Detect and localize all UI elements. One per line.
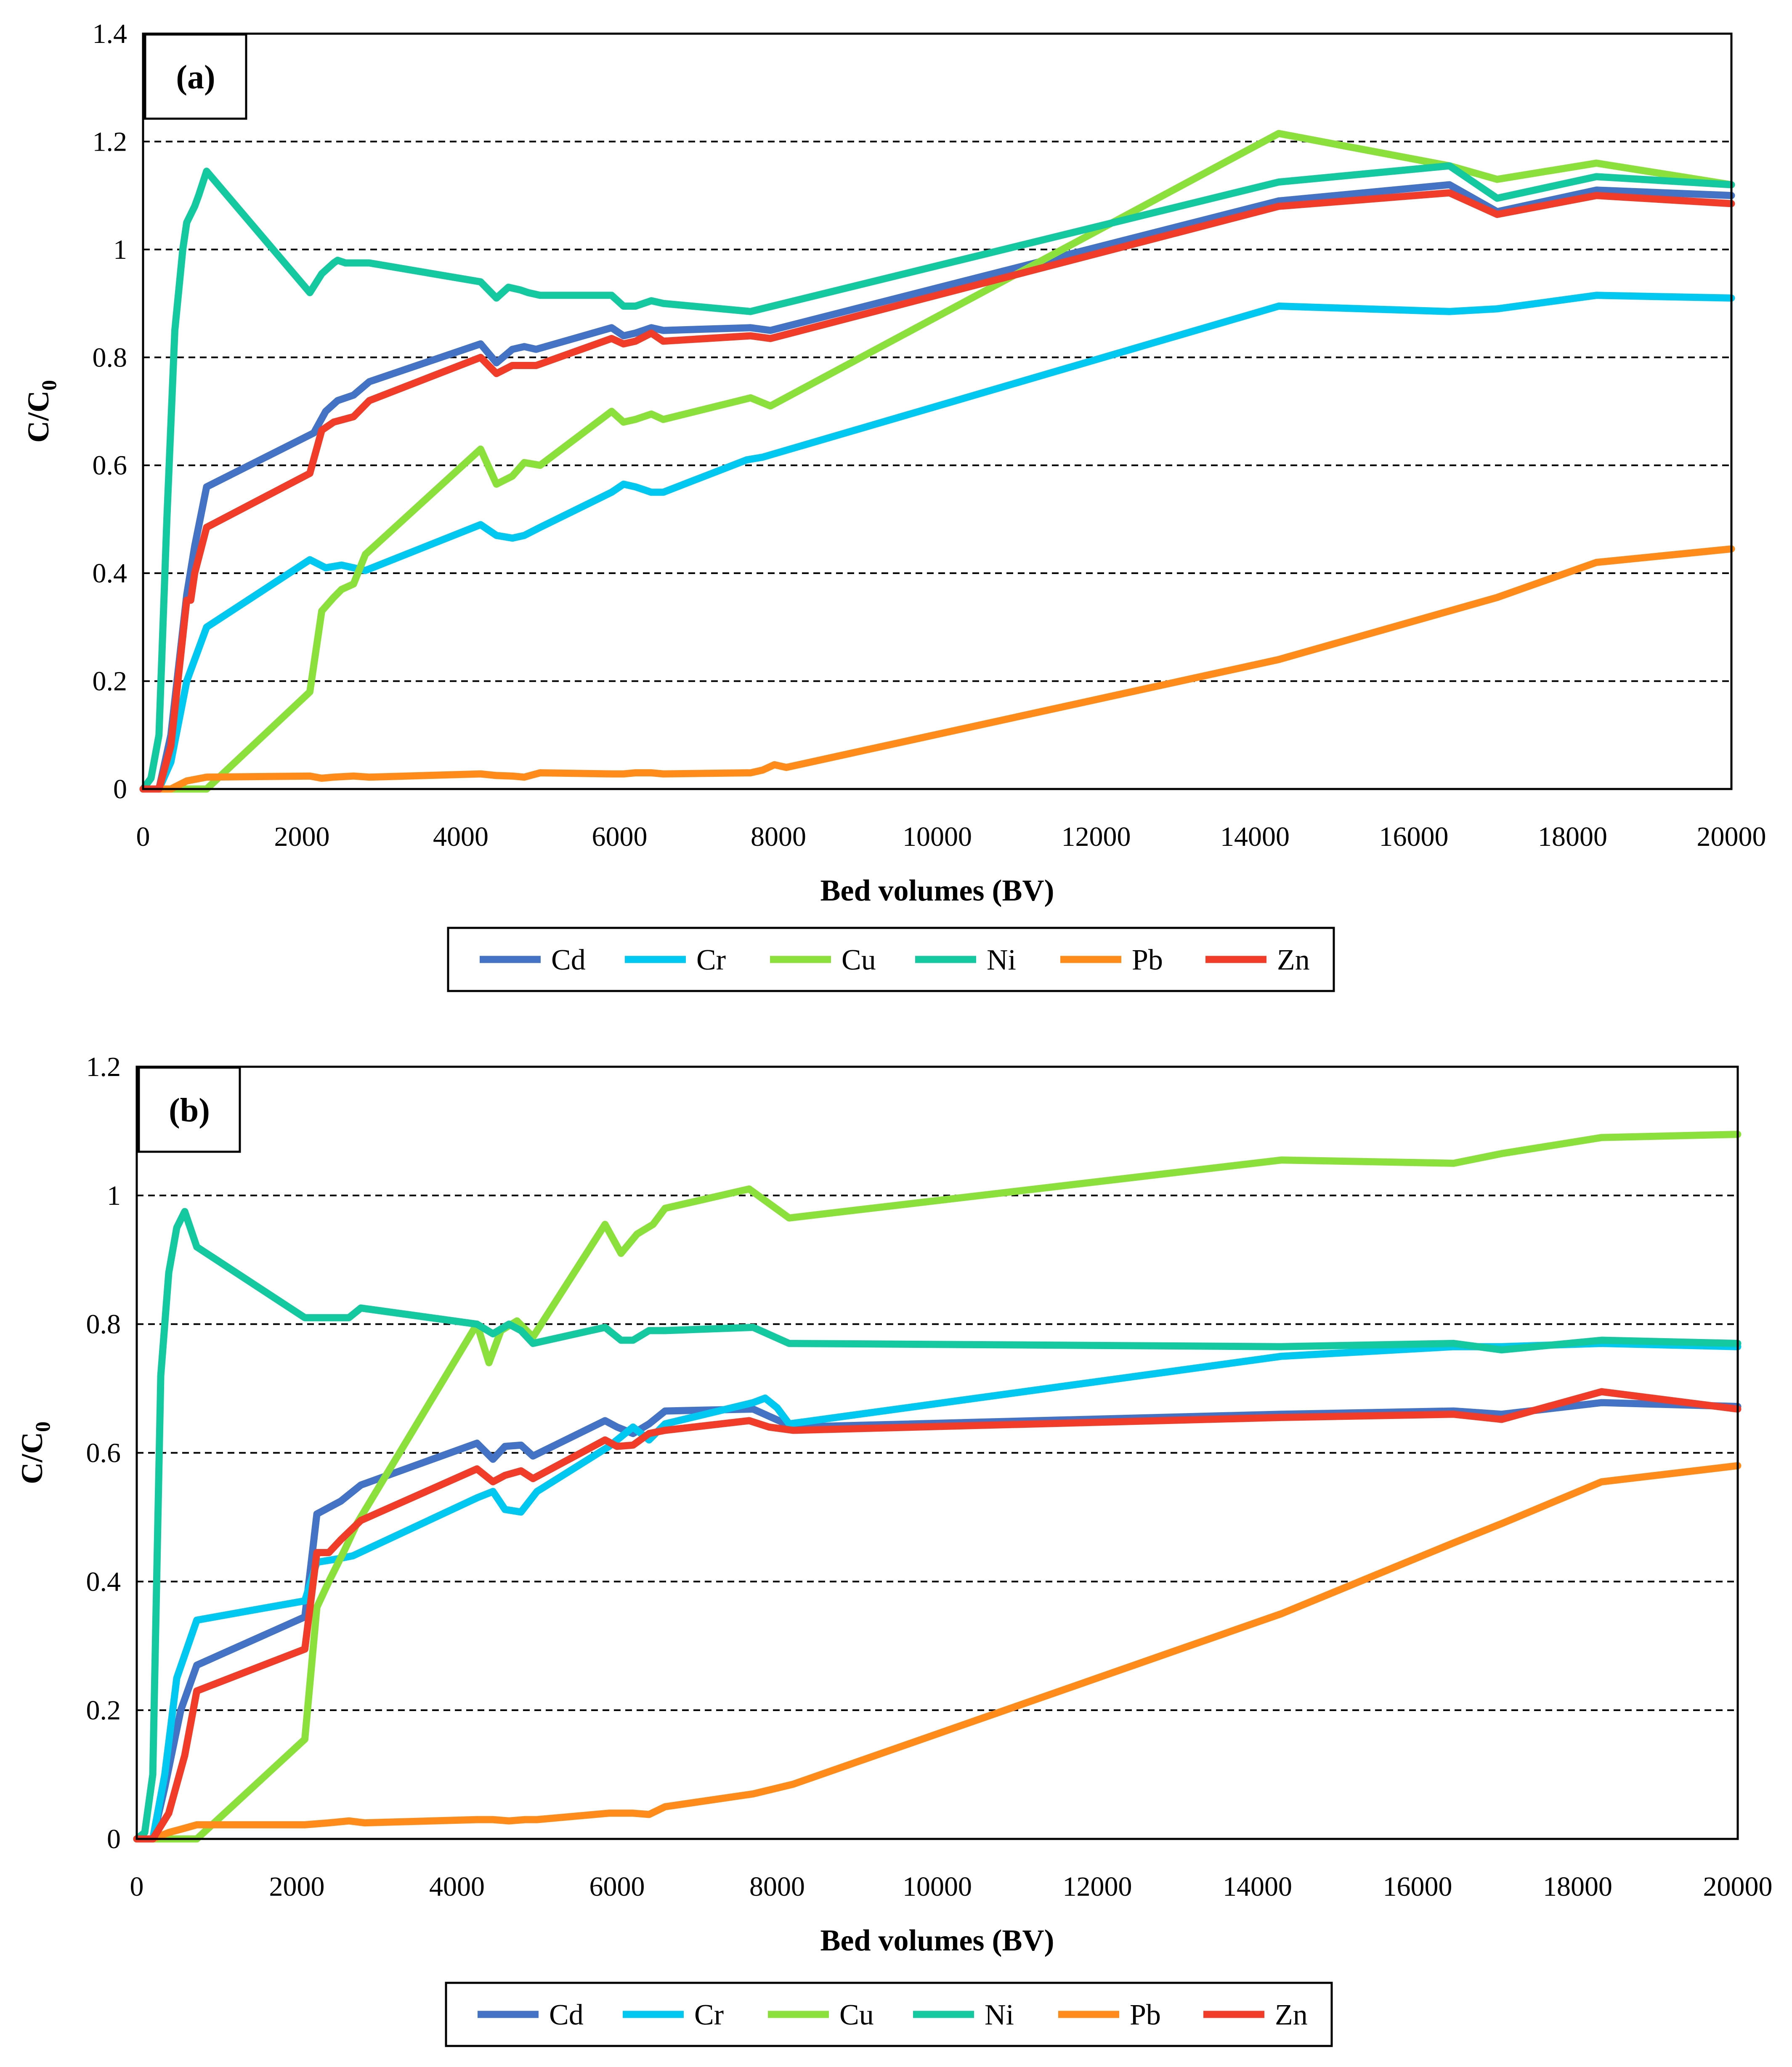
- y-tick-label: 0.6: [86, 1438, 121, 1469]
- x-axis-title: Bed volumes (BV): [820, 874, 1054, 907]
- y-tick-label: 0.2: [93, 666, 127, 697]
- x-tick-label: 12000: [1063, 1871, 1132, 1902]
- y-tick-label: 0.4: [86, 1566, 121, 1597]
- series-line-ni: [133, 1208, 1742, 1843]
- y-axis-title: C/C0: [21, 380, 61, 443]
- legend-label-zn: Zn: [1277, 944, 1310, 976]
- legend-label-ni: Ni: [985, 1999, 1014, 2031]
- y-tick-label: 1.2: [93, 126, 127, 157]
- x-tick-label: 10000: [903, 1871, 972, 1902]
- series-line-cu: [139, 130, 1735, 793]
- series-line-cd: [133, 1399, 1742, 1843]
- series-line-cd: [139, 181, 1735, 793]
- series-line-pb: [139, 545, 1735, 793]
- series-line-zn: [133, 1388, 1742, 1843]
- series-line-cr: [139, 292, 1735, 793]
- y-axis-title-subscript: 0: [31, 1421, 54, 1432]
- y-tick-label: 0.6: [93, 450, 127, 481]
- legend-label-cr: Cr: [696, 944, 726, 976]
- y-tick-label: 1.2: [86, 1052, 121, 1082]
- y-tick-label: 0: [107, 1824, 121, 1854]
- plot-area-border: [135, 1065, 1739, 1840]
- chart-panel-a: 0 0.2 0.4 0.6 0.8 1 1.2 1.4 0 2000 4000 6000 8000 100…: [21, 19, 1766, 992]
- panel-label: (b): [169, 1092, 210, 1129]
- legend: Cd Cr Cu Ni Pb Zn: [447, 927, 1335, 992]
- legend-label-cd: Cd: [551, 944, 586, 976]
- legend-label-cd: Cd: [549, 1999, 584, 2031]
- legend-label-pb: Pb: [1130, 1999, 1161, 2031]
- x-tick-label: 8000: [751, 821, 806, 852]
- x-axis-title: Bed volumes (BV): [820, 1924, 1054, 1957]
- y-axis-title-main: C/C: [21, 391, 55, 443]
- y-tick-label: 0.2: [86, 1695, 121, 1726]
- chart-panel-b: 0 0.2 0.4 0.6 0.8 1 1.2 0 2000 4000 6000 8000 10000 1…: [15, 1052, 1773, 2047]
- legend-box: [447, 927, 1335, 992]
- x-tick-label: 10000: [903, 821, 972, 852]
- series-line-pb: [133, 1462, 1742, 1843]
- series-line-cr: [133, 1340, 1742, 1843]
- legend-label-pb: Pb: [1132, 944, 1163, 976]
- x-tick-label: 6000: [589, 1871, 645, 1902]
- legend-label-cr: Cr: [694, 1999, 724, 2031]
- y-tick-label: 1.4: [93, 19, 127, 49]
- x-tick-label: 2000: [274, 821, 330, 852]
- legend-label-cu: Cu: [842, 944, 876, 976]
- legend-box: [445, 1982, 1333, 2047]
- panel-label-box: [144, 33, 247, 120]
- x-tick-label: 0: [136, 821, 150, 852]
- panel-label-box: [138, 1066, 241, 1153]
- y-tick-label: 1: [107, 1180, 121, 1211]
- x-tick-label: 14000: [1220, 821, 1290, 852]
- x-tick-label: 12000: [1062, 821, 1131, 852]
- y-tick-label: 0.8: [86, 1309, 121, 1340]
- x-tick-label: 0: [130, 1871, 144, 1902]
- x-tick-label: 20000: [1703, 1871, 1773, 1902]
- series-line-cu: [133, 1131, 1742, 1843]
- y-axis-title-main: C/C: [15, 1432, 49, 1484]
- panel-label: (a): [176, 59, 215, 96]
- x-tick-label: 4000: [433, 821, 488, 852]
- legend-label-cu: Cu: [839, 1999, 874, 2031]
- legend-label-ni: Ni: [987, 944, 1016, 976]
- series-line-zn: [139, 189, 1735, 793]
- x-tick-label: 16000: [1383, 1871, 1452, 1902]
- x-tick-label: 18000: [1538, 821, 1607, 852]
- series-line-ni: [139, 162, 1735, 793]
- y-axis-title-subscript: 0: [37, 380, 61, 391]
- y-tick-label: 1: [113, 234, 127, 265]
- x-tick-label: 4000: [429, 1871, 485, 1902]
- x-tick-label: 14000: [1223, 1871, 1292, 1902]
- y-tick-label: 0: [113, 774, 127, 805]
- x-tick-label: 8000: [749, 1871, 805, 1902]
- x-tick-label: 18000: [1543, 1871, 1612, 1902]
- x-tick-label: 20000: [1697, 821, 1766, 852]
- y-axis-title: C/C0: [15, 1421, 54, 1484]
- y-tick-label: 0.8: [93, 342, 127, 373]
- legend: Cd Cr Cu Ni Pb Zn: [445, 1982, 1333, 2047]
- plot-area-border: [142, 32, 1733, 790]
- x-tick-label: 6000: [592, 821, 648, 852]
- legend-label-zn: Zn: [1275, 1999, 1308, 2031]
- y-tick-label: 0.4: [93, 558, 127, 589]
- x-tick-label: 16000: [1379, 821, 1449, 852]
- x-tick-label: 2000: [269, 1871, 325, 1902]
